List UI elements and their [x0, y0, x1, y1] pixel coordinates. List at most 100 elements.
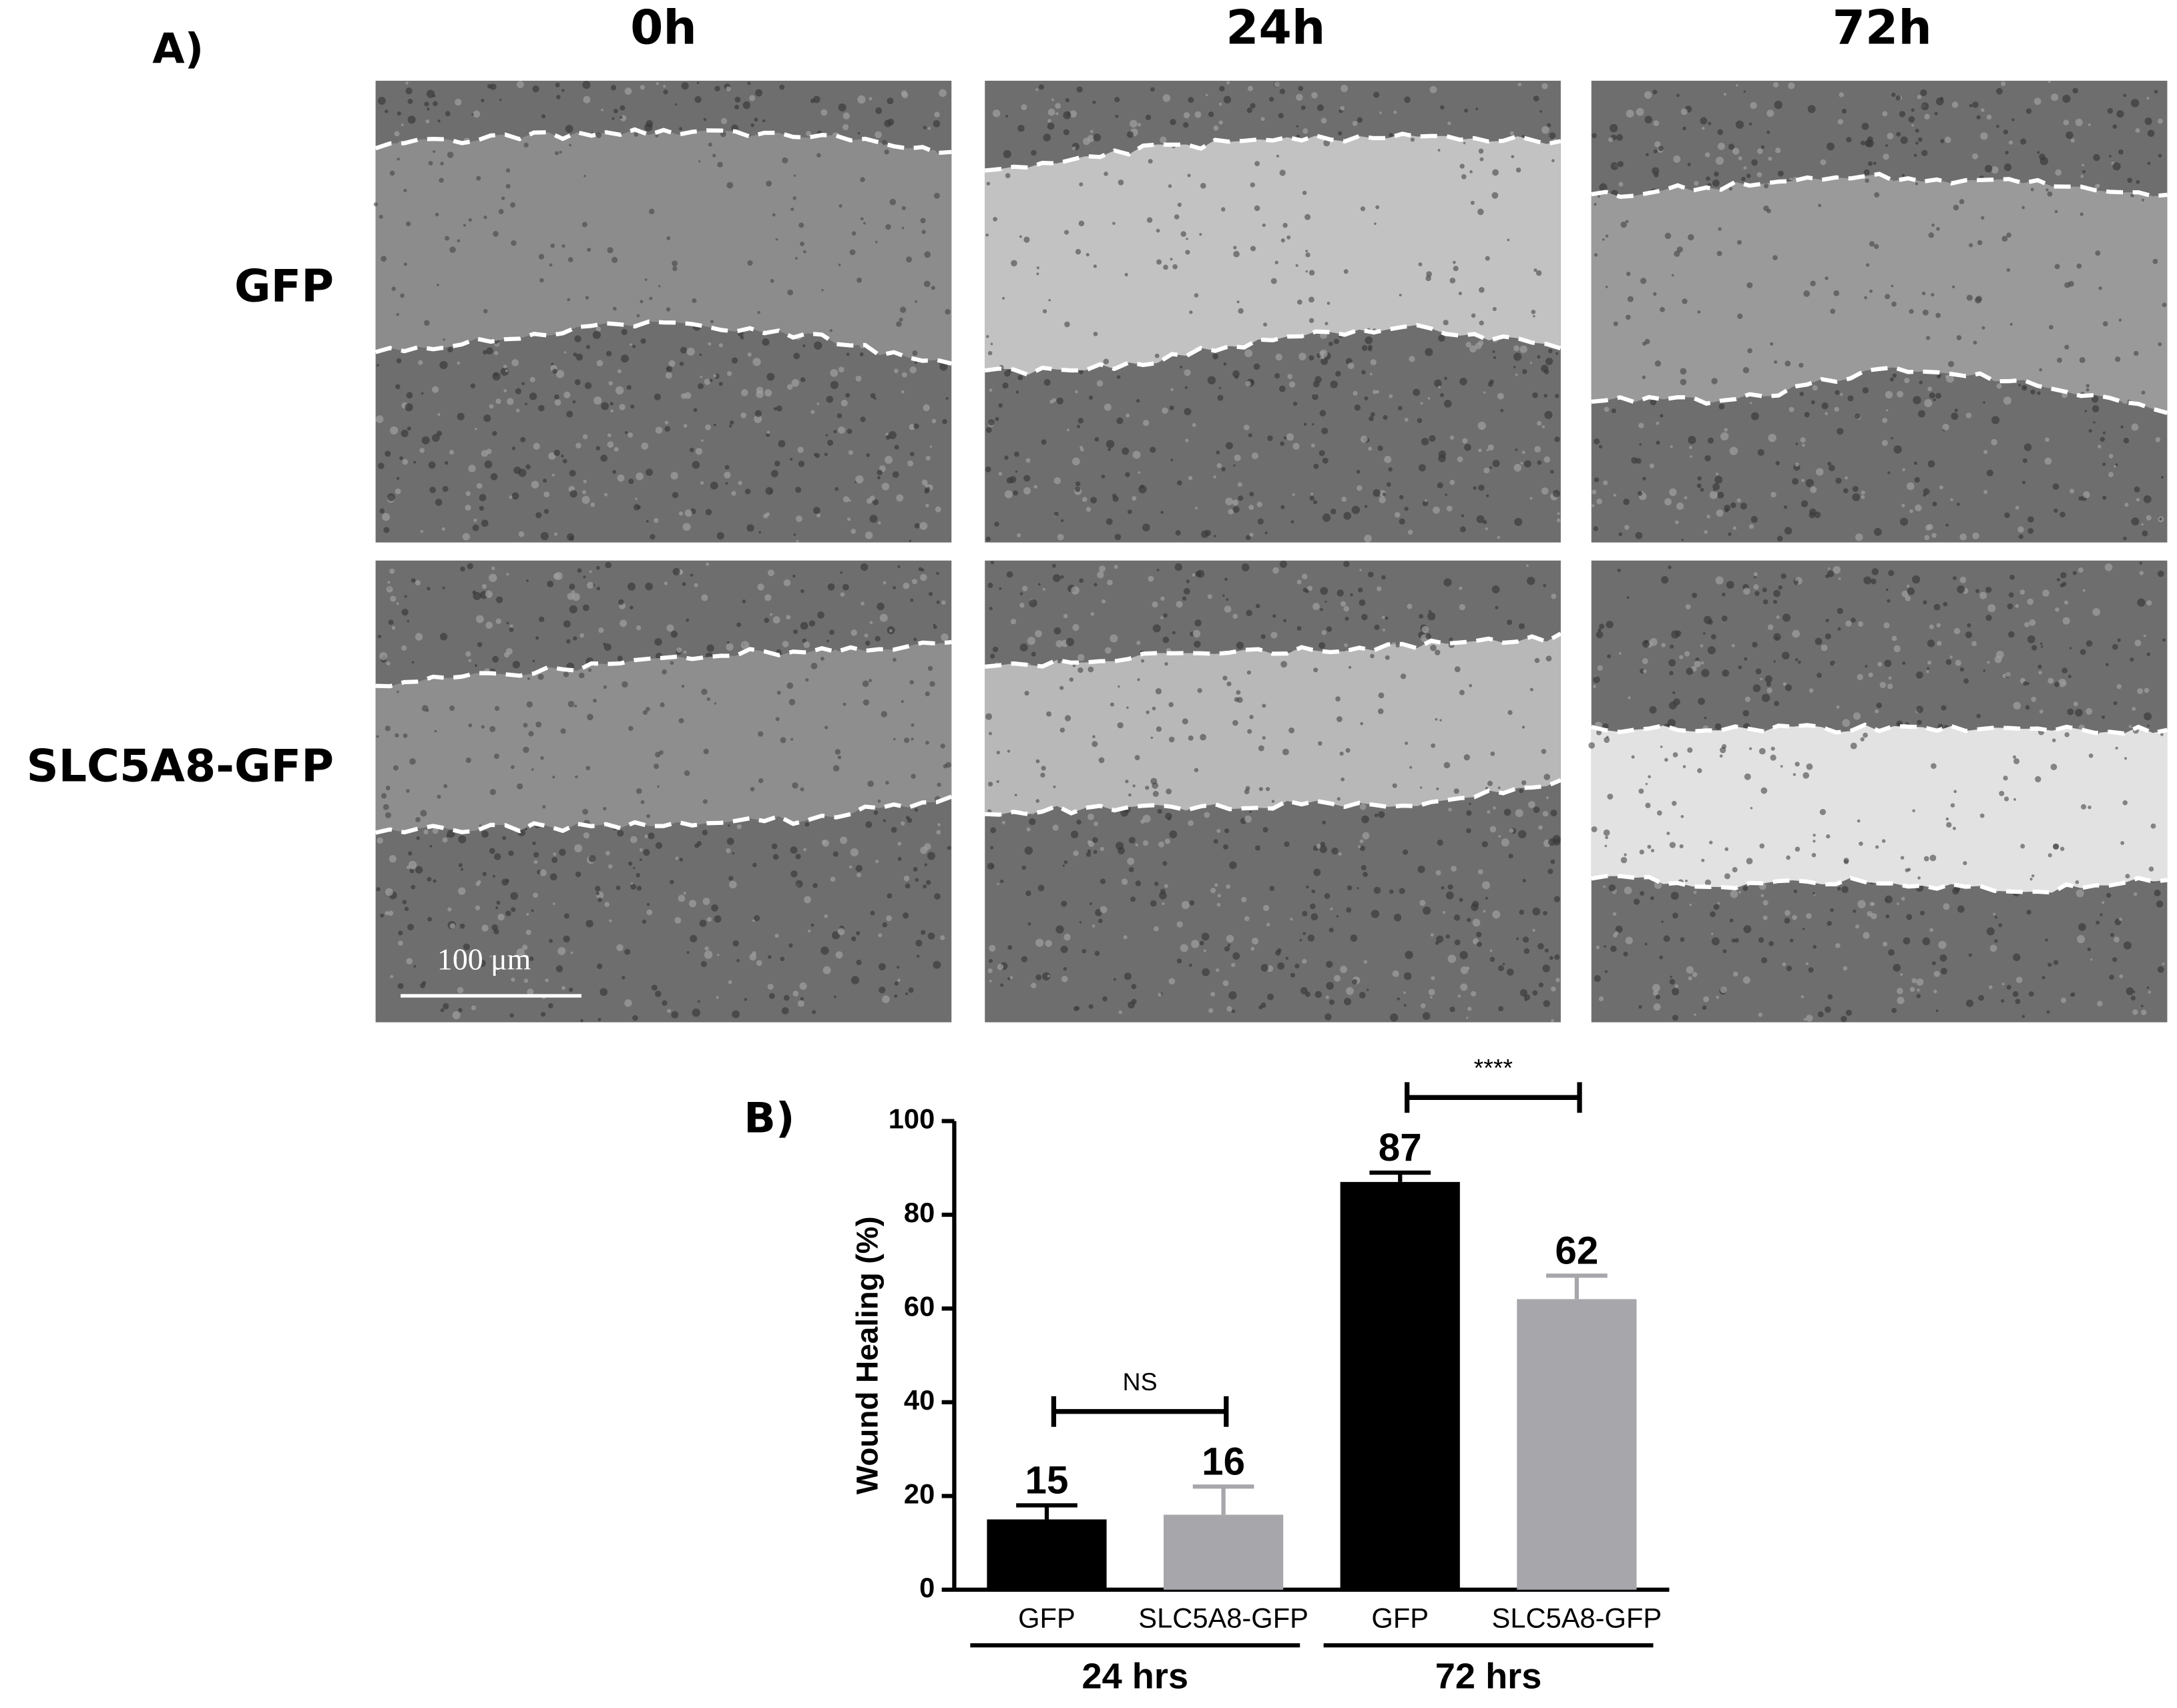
- cell-texture: [1033, 485, 1038, 489]
- cell-texture: [1305, 250, 1308, 253]
- cell-texture: [1914, 477, 1920, 483]
- cell-texture: [740, 412, 747, 418]
- cell-texture: [1537, 460, 1542, 465]
- cell-texture: [1638, 788, 1644, 794]
- cell-texture: [398, 930, 403, 936]
- cell-texture: [1164, 838, 1170, 844]
- cell-texture: [442, 837, 448, 843]
- cell-texture: [1657, 810, 1662, 816]
- cell-texture: [1000, 879, 1004, 884]
- cell-texture: [1547, 123, 1551, 127]
- cell-texture: [1258, 745, 1264, 752]
- cell-texture: [401, 429, 409, 437]
- cell-texture: [406, 958, 413, 965]
- cell-texture: [561, 986, 566, 990]
- cell-texture: [1685, 879, 1688, 882]
- cell-texture: [1063, 966, 1067, 971]
- cell-texture: [1812, 892, 1815, 895]
- cell-texture: [439, 633, 448, 641]
- cell-texture: [1041, 766, 1046, 771]
- cell-texture: [1255, 603, 1260, 609]
- cell-texture: [554, 399, 561, 406]
- cell-texture: [1758, 937, 1764, 943]
- cell-texture: [1438, 386, 1441, 388]
- cell-texture: [718, 382, 723, 386]
- cell-texture: [2100, 437, 2105, 442]
- cell-texture: [574, 379, 581, 386]
- cell-texture: [1112, 493, 1117, 498]
- cell-texture: [1538, 982, 1544, 988]
- cell-texture: [2146, 600, 2152, 606]
- cell-texture: [913, 637, 917, 641]
- cell-texture: [1602, 238, 1605, 241]
- cell-texture: [476, 176, 481, 181]
- cell-texture: [1806, 1015, 1813, 1022]
- cell-texture: [2008, 631, 2015, 638]
- cell-texture: [1410, 137, 1415, 142]
- cell-texture: [1409, 356, 1415, 362]
- cell-texture: [1507, 709, 1513, 716]
- cell-texture: [656, 82, 659, 85]
- cell-texture: [865, 640, 871, 646]
- cell-texture: [423, 829, 429, 835]
- cell-texture: [1700, 644, 1704, 647]
- cell-texture: [1774, 100, 1782, 109]
- cell-texture: [1923, 600, 1927, 605]
- cell-texture: [1942, 423, 1949, 431]
- cell-texture: [1711, 937, 1720, 946]
- cell-texture: [1642, 657, 1648, 665]
- cell-texture: [825, 434, 828, 437]
- cell-texture: [1379, 111, 1382, 115]
- cell-texture: [421, 392, 424, 395]
- cell-texture: [1863, 169, 1870, 176]
- cell-texture: [921, 230, 926, 234]
- cell-texture: [1638, 1005, 1642, 1009]
- cell-texture: [2154, 89, 2158, 94]
- cell-texture: [1025, 890, 1031, 896]
- cell-texture: [436, 284, 439, 286]
- cell-texture: [390, 426, 399, 435]
- cell-texture: [1218, 120, 1223, 125]
- cell-texture: [1715, 156, 1724, 165]
- cell-texture: [663, 85, 666, 88]
- cell-texture: [425, 119, 430, 123]
- cell-texture: [1092, 741, 1098, 748]
- cell-texture: [734, 96, 741, 103]
- cell-texture: [1672, 752, 1678, 758]
- cell-texture: [2112, 957, 2118, 962]
- cell-texture: [1403, 991, 1406, 994]
- cell-texture: [1933, 603, 1941, 611]
- cell-texture: [2157, 966, 2164, 973]
- cell-texture: [1357, 485, 1363, 491]
- cell-texture: [465, 505, 471, 511]
- cell-texture: [1618, 532, 1623, 537]
- cell-texture: [1719, 754, 1723, 758]
- cell-texture: [714, 702, 717, 705]
- cell-texture: [1351, 505, 1361, 515]
- cell-texture: [640, 800, 645, 804]
- cell-texture: [1690, 455, 1693, 458]
- cell-texture: [790, 846, 798, 854]
- cell-texture: [1708, 121, 1712, 125]
- cell-texture: [413, 964, 417, 968]
- cell-texture: [1132, 784, 1136, 788]
- cell-texture: [482, 872, 487, 876]
- cell-texture: [1188, 97, 1194, 103]
- cell-texture: [1128, 836, 1136, 844]
- cell-texture: [434, 730, 437, 733]
- cell-texture: [1121, 878, 1128, 885]
- cell-texture: [1486, 449, 1489, 452]
- cell-texture: [1090, 129, 1094, 133]
- cell-texture: [2146, 97, 2150, 100]
- cell-texture: [1513, 463, 1522, 472]
- cell-texture: [2134, 639, 2142, 647]
- cell-texture: [2081, 804, 2087, 810]
- cell-texture: [1004, 455, 1009, 460]
- cell-texture: [1661, 920, 1664, 923]
- cell-texture: [1891, 437, 1894, 440]
- cell-texture: [499, 98, 502, 101]
- cell-texture: [1384, 455, 1392, 463]
- cell-texture: [581, 495, 590, 505]
- cell-texture: [1492, 169, 1499, 176]
- cell-texture: [1714, 723, 1722, 730]
